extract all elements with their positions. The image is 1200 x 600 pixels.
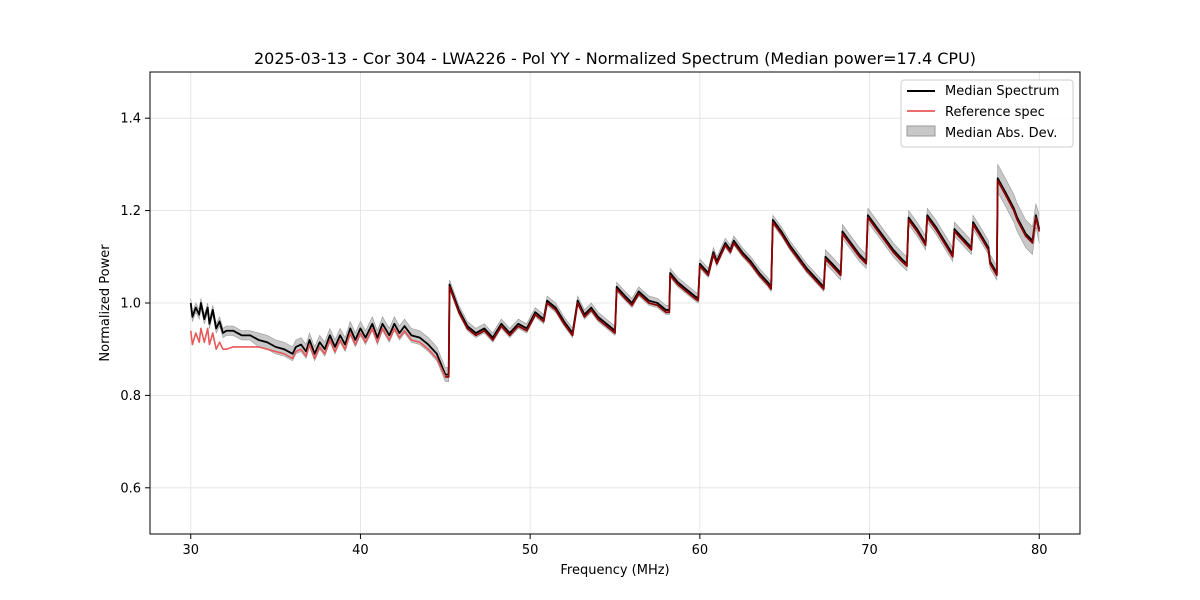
y-axis-label: Normalized Power	[98, 244, 113, 362]
legend-box	[900, 79, 1074, 148]
x-tick-label: 30	[182, 543, 199, 558]
legend-reference-label: Reference spec	[945, 105, 1045, 120]
y-tick-label: 1.2	[120, 204, 141, 219]
chart-title: 2025-03-13 - Cor 304 - LWA226 - Pol YY -…	[254, 49, 976, 68]
mad-lower-edge	[190, 190, 1040, 382]
y-tick-label: 0.6	[120, 481, 141, 496]
reference-overlap-line	[445, 179, 1041, 378]
legend-mad-label: Median Abs. Dev.	[945, 126, 1057, 141]
x-tick-label: 40	[352, 543, 369, 558]
legend-median-label: Median Spectrum	[945, 84, 1059, 99]
x-axis: 30 40 50 60 70 80	[182, 534, 1048, 558]
legend: Median Spectrum Reference spec Median Ab…	[900, 79, 1074, 148]
x-tick-label: 60	[692, 543, 709, 558]
y-axis: 0.6 0.8 1.0 1.2 1.4	[120, 112, 150, 496]
x-tick-label: 80	[1031, 543, 1048, 558]
plot-area	[189, 163, 1041, 382]
x-axis-label: Frequency (MHz)	[560, 563, 669, 578]
x-tick-label: 70	[861, 543, 878, 558]
legend-mad-swatch	[906, 125, 936, 137]
y-tick-label: 1.0	[120, 297, 141, 312]
y-tick-label: 0.8	[120, 389, 141, 404]
y-tick-label: 1.4	[120, 112, 141, 127]
x-tick-label: 50	[522, 543, 539, 558]
